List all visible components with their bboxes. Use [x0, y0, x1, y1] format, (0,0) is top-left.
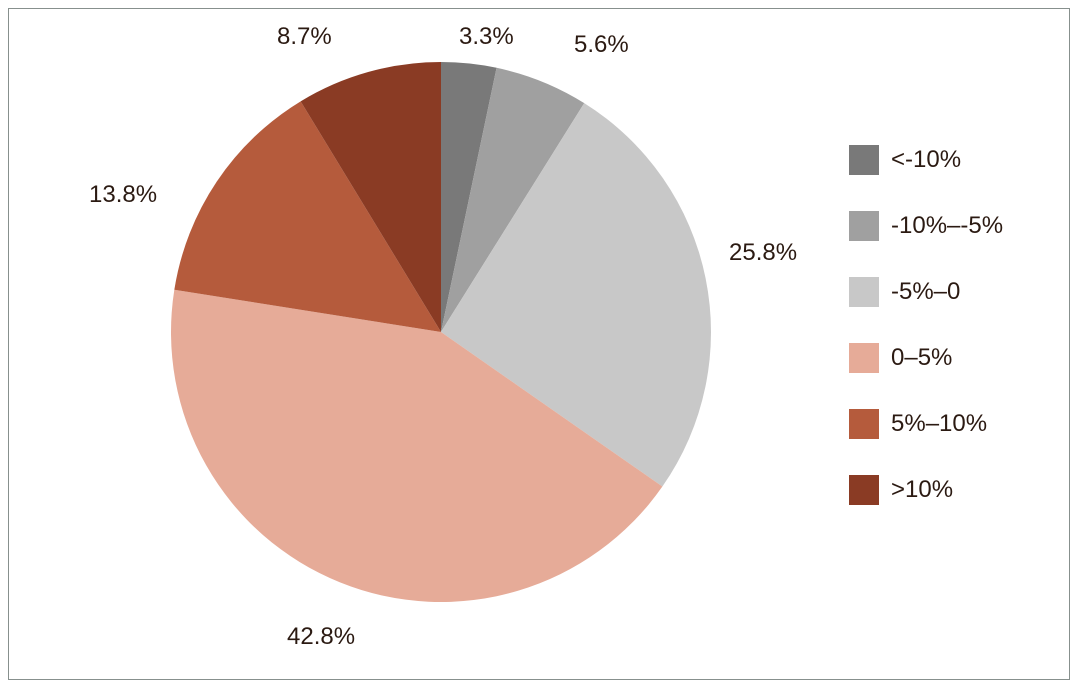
legend-item: -5%–0 — [849, 277, 1049, 307]
legend-swatch — [849, 145, 879, 175]
legend-label: 0–5% — [891, 344, 952, 372]
legend-swatch — [849, 343, 879, 373]
legend-label: 5%–10% — [891, 410, 987, 438]
legend-label: <-10% — [891, 146, 961, 174]
legend: <-10% -10%–-5% -5%–0 0–5% 5%–10% >10% — [849, 145, 1049, 541]
legend-item: <-10% — [849, 145, 1049, 175]
legend-item: 5%–10% — [849, 409, 1049, 439]
slice-label: 8.7% — [277, 23, 332, 51]
legend-item: -10%–-5% — [849, 211, 1049, 241]
slice-label: 13.8% — [89, 181, 157, 209]
slice-label: 25.8% — [729, 239, 797, 267]
slice-label: 42.8% — [287, 623, 355, 651]
slice-label: 3.3% — [459, 23, 514, 51]
legend-swatch — [849, 277, 879, 307]
legend-swatch — [849, 211, 879, 241]
legend-item: 0–5% — [849, 343, 1049, 373]
legend-label: -5%–0 — [891, 278, 960, 306]
chart-frame: <-10% -10%–-5% -5%–0 0–5% 5%–10% >10% 3.3% 5.6… — [8, 8, 1070, 680]
legend-swatch — [849, 409, 879, 439]
slice-label: 5.6% — [574, 31, 629, 59]
legend-swatch — [849, 475, 879, 505]
legend-item: >10% — [849, 475, 1049, 505]
legend-label: -10%–-5% — [891, 212, 1003, 240]
legend-label: >10% — [891, 476, 953, 504]
